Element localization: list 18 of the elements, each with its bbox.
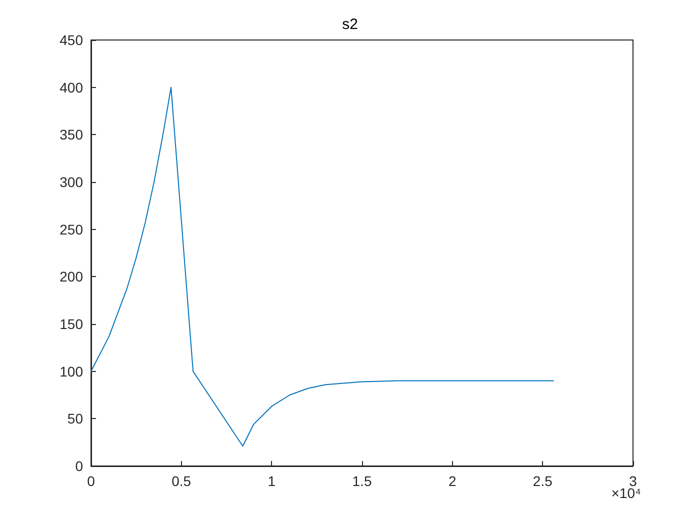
x-tick-label: 1.5 xyxy=(352,473,372,489)
y-tick-label: 350 xyxy=(60,126,84,143)
x-tick-label: 1 xyxy=(268,473,276,489)
y-tick-label: 50 xyxy=(67,410,84,427)
y-tick-label: 0 xyxy=(75,458,84,474)
x-tick-label: 0 xyxy=(87,473,96,489)
x-tick-label: 2 xyxy=(448,473,456,489)
x-tick-label: 2.5 xyxy=(532,473,553,489)
y-tick-label: 250 xyxy=(60,221,84,238)
chart-title: s2 xyxy=(342,16,358,33)
y-tick-label: 100 xyxy=(60,363,84,380)
y-tick-label: 300 xyxy=(60,174,84,190)
y-tick-label: 400 xyxy=(60,79,84,96)
y-tick-label: 200 xyxy=(60,268,84,285)
y-tick-label: 150 xyxy=(60,316,84,332)
x-tick-label: 0.5 xyxy=(172,473,192,489)
y-tick-label: 450 xyxy=(60,32,84,48)
line-series xyxy=(90,86,554,447)
